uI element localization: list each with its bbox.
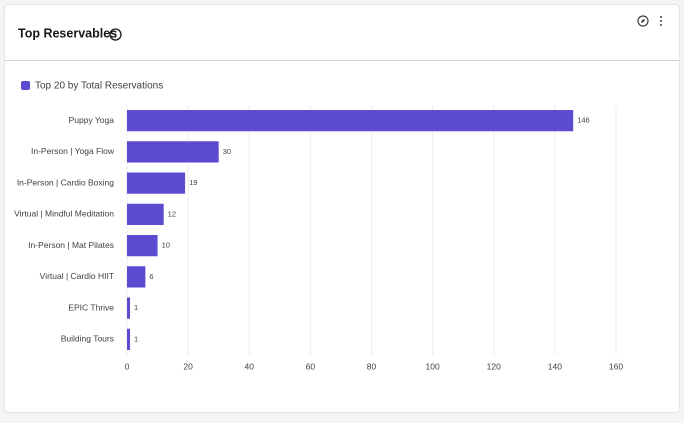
bar	[127, 110, 574, 132]
explore-icon[interactable]	[637, 15, 649, 27]
x-tick-label: 100	[426, 361, 440, 371]
x-tick-label: 20	[183, 361, 193, 371]
data-label: 19	[189, 178, 197, 187]
y-tick-label: Puppy Yoga	[69, 115, 115, 125]
y-tick-label: In-Person | Mat Pilates	[28, 240, 114, 250]
data-label: 6	[149, 272, 153, 281]
card	[4, 4, 680, 413]
bar	[127, 328, 131, 350]
bar	[127, 266, 146, 288]
y-tick-label: EPIC Thrive	[68, 302, 114, 312]
data-label: 146	[577, 116, 590, 125]
bar	[127, 297, 131, 319]
data-label: 30	[223, 147, 231, 156]
y-tick-label: Virtual | Mindful Meditation	[14, 209, 114, 219]
menu-icon[interactable]	[660, 16, 662, 26]
y-tick-label: In-Person | Cardio Boxing	[17, 177, 114, 187]
data-label: 1	[134, 334, 138, 343]
x-tick-label: 60	[306, 361, 316, 371]
legend-label: Top 20 by Total Reservations	[35, 81, 163, 92]
x-tick-label: 40	[245, 361, 255, 371]
x-tick-label: 140	[548, 361, 562, 371]
y-tick-label: In-Person | Yoga Flow	[31, 146, 115, 156]
bar	[127, 203, 164, 225]
bar	[127, 172, 186, 194]
y-tick-label: Building Tours	[61, 334, 114, 344]
legend-swatch	[21, 81, 30, 90]
data-label: 10	[162, 241, 170, 250]
bar	[127, 141, 219, 163]
plot: 0 20 40 60 80 100 120 140 160 Puppy Yoga In-Person…	[14, 105, 623, 371]
info-icon[interactable]	[109, 28, 122, 41]
y-tick-label: Virtual | Cardio HIIT	[40, 271, 114, 281]
data-label: 1	[134, 303, 138, 312]
bar	[127, 235, 158, 257]
chart-title: Top Reservables	[18, 26, 117, 40]
x-tick-label: 0	[125, 361, 130, 371]
x-tick-label: 160	[609, 361, 623, 371]
legend: Top 20 by Total Reservations	[21, 81, 163, 92]
x-tick-label: 80	[367, 361, 377, 371]
data-label: 12	[168, 209, 176, 218]
x-tick-label: 120	[487, 361, 501, 371]
